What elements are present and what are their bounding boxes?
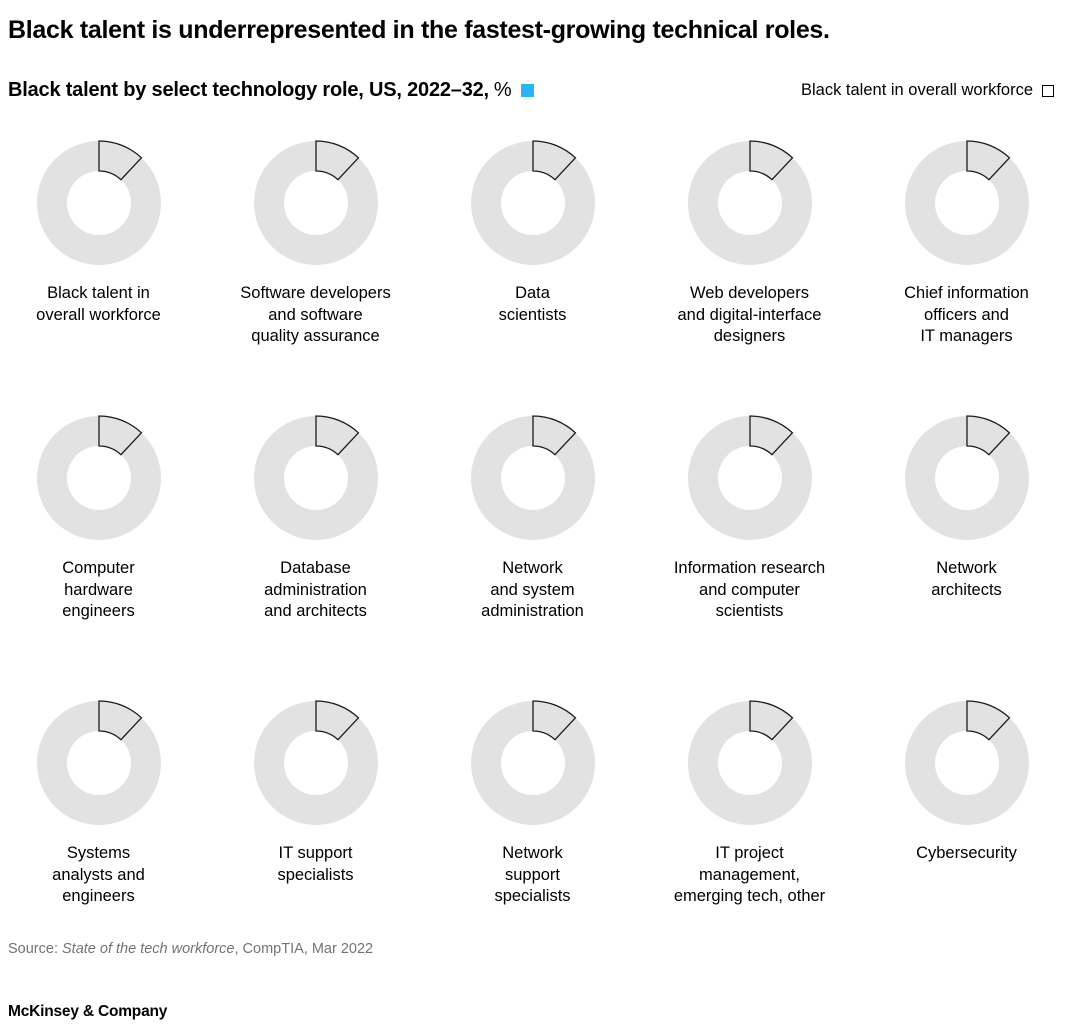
donut-hole — [283, 446, 348, 510]
donut-chart — [253, 700, 378, 825]
donut-chart — [687, 700, 812, 825]
donut-hole — [283, 731, 348, 795]
legend-overall-workforce: Black talent in overall workforce — [801, 81, 1054, 100]
overall-workforce-wedge-outline — [531, 140, 576, 181]
donut-label: Software developers and software quality… — [240, 284, 391, 345]
donut-grid-row-1: Black talent in overall workforce Softwa… — [0, 140, 1075, 348]
donut-label: IT project management, emerging tech, ot… — [673, 844, 826, 905]
donut-hole — [66, 171, 131, 235]
donut-hole — [717, 446, 782, 510]
source-report-title: State of the tech workforce — [62, 941, 235, 957]
donut-chart — [36, 140, 161, 265]
donut-chart — [904, 140, 1029, 265]
donut-cell: Network support specialists — [424, 700, 641, 908]
donut-label: Information research and computer scient… — [673, 559, 826, 620]
donut-cell: Network and system administration — [424, 415, 641, 623]
overall-workforce-wedge-outline — [965, 140, 1010, 181]
donut-chart — [253, 415, 378, 540]
overall-workforce-wedge-outline — [965, 700, 1010, 741]
donut-cell: Software developers and software quality… — [207, 140, 424, 348]
chart-subtitle: Black talent by select technology role, … — [8, 79, 534, 102]
page-title: Black talent is underrepresented in the … — [8, 16, 830, 44]
overall-workforce-swatch-icon — [1042, 84, 1054, 97]
donut-hole — [500, 731, 565, 795]
overall-workforce-wedge-outline — [748, 415, 793, 456]
donut-cell: Network architects — [858, 415, 1075, 623]
donut-chart — [470, 700, 595, 825]
source-prefix: Source: — [8, 941, 62, 957]
overall-workforce-wedge-outline — [748, 140, 793, 181]
donut-chart — [904, 700, 1029, 825]
donut-hole — [934, 446, 999, 510]
donut-cell: Web developers and digital-interface des… — [641, 140, 858, 348]
donut-chart — [36, 700, 161, 825]
donut-cell: Information research and computer scient… — [641, 415, 858, 623]
donut-hole — [500, 171, 565, 235]
donut-cell: Cybersecurity — [858, 700, 1075, 908]
donut-cell: Computer hardware engineers — [0, 415, 207, 623]
overall-workforce-wedge-outline — [97, 140, 142, 181]
overall-workforce-wedge-outline — [531, 415, 576, 456]
donut-chart — [687, 415, 812, 540]
mckinsey-logo: McKinsey & Company — [8, 1003, 168, 1020]
donut-chart — [687, 140, 812, 265]
donut-cell: IT project management, emerging tech, ot… — [641, 700, 858, 908]
donut-chart — [904, 415, 1029, 540]
donut-hole — [283, 171, 348, 235]
overall-workforce-wedge-outline — [97, 700, 142, 741]
legend-overall-workforce-label: Black talent in overall workforce — [800, 81, 1033, 99]
donut-label: Black talent in overall workforce — [36, 284, 161, 324]
donut-label: Cybersecurity — [916, 844, 1017, 862]
donut-label: Chief information officers and IT manage… — [904, 284, 1029, 345]
donut-chart — [470, 140, 595, 265]
donut-hole — [934, 171, 999, 235]
subtitle-text: Black talent by select technology role, … — [8, 79, 489, 101]
subtitle-unit: % — [493, 79, 512, 101]
donut-cell: IT support specialists — [207, 700, 424, 908]
source-suffix: , CompTIA, Mar 2022 — [234, 941, 374, 957]
donut-label: IT support specialists — [277, 844, 354, 884]
donut-hole — [717, 731, 782, 795]
donut-label: Network support specialists — [494, 844, 571, 905]
source-note: Source: State of the tech workforce, Com… — [8, 941, 373, 957]
overall-workforce-wedge-outline — [748, 700, 793, 741]
donut-cell: Data scientists — [424, 140, 641, 348]
donut-hole — [66, 731, 131, 795]
donut-hole — [500, 446, 565, 510]
donut-cell: Chief information officers and IT manage… — [858, 140, 1075, 348]
donut-label: Systems analysts and engineers — [52, 844, 145, 905]
donut-chart — [253, 140, 378, 265]
overall-workforce-wedge-outline — [965, 415, 1010, 456]
legend-row: Black talent by select technology role, … — [8, 79, 1054, 102]
overall-workforce-wedge-outline — [314, 415, 359, 456]
donut-label: Computer hardware engineers — [62, 559, 135, 620]
overall-workforce-wedge-outline — [314, 140, 359, 181]
donut-label: Network architects — [931, 559, 1002, 599]
donut-label: Database administration and architects — [264, 559, 367, 620]
donut-label: Network and system administration — [481, 559, 584, 620]
donut-chart — [470, 415, 595, 540]
donut-grid-row-3: Systems analysts and engineers IT suppor… — [0, 700, 1075, 908]
donut-hole — [934, 731, 999, 795]
overall-workforce-wedge-outline — [531, 700, 576, 741]
overall-workforce-wedge-outline — [314, 700, 359, 741]
overall-workforce-wedge-outline — [97, 415, 142, 456]
donut-hole — [717, 171, 782, 235]
role-series-swatch-icon — [520, 84, 534, 97]
donut-grid-row-2: Computer hardware engineers Database adm… — [0, 415, 1075, 623]
donut-label: Data scientists — [498, 284, 567, 324]
donut-chart — [36, 415, 161, 540]
donut-cell: Systems analysts and engineers — [0, 700, 207, 908]
donut-hole — [66, 446, 131, 510]
donut-cell: Black talent in overall workforce — [0, 140, 207, 348]
donut-label: Web developers and digital-interface des… — [677, 284, 822, 345]
donut-cell: Database administration and architects — [207, 415, 424, 623]
